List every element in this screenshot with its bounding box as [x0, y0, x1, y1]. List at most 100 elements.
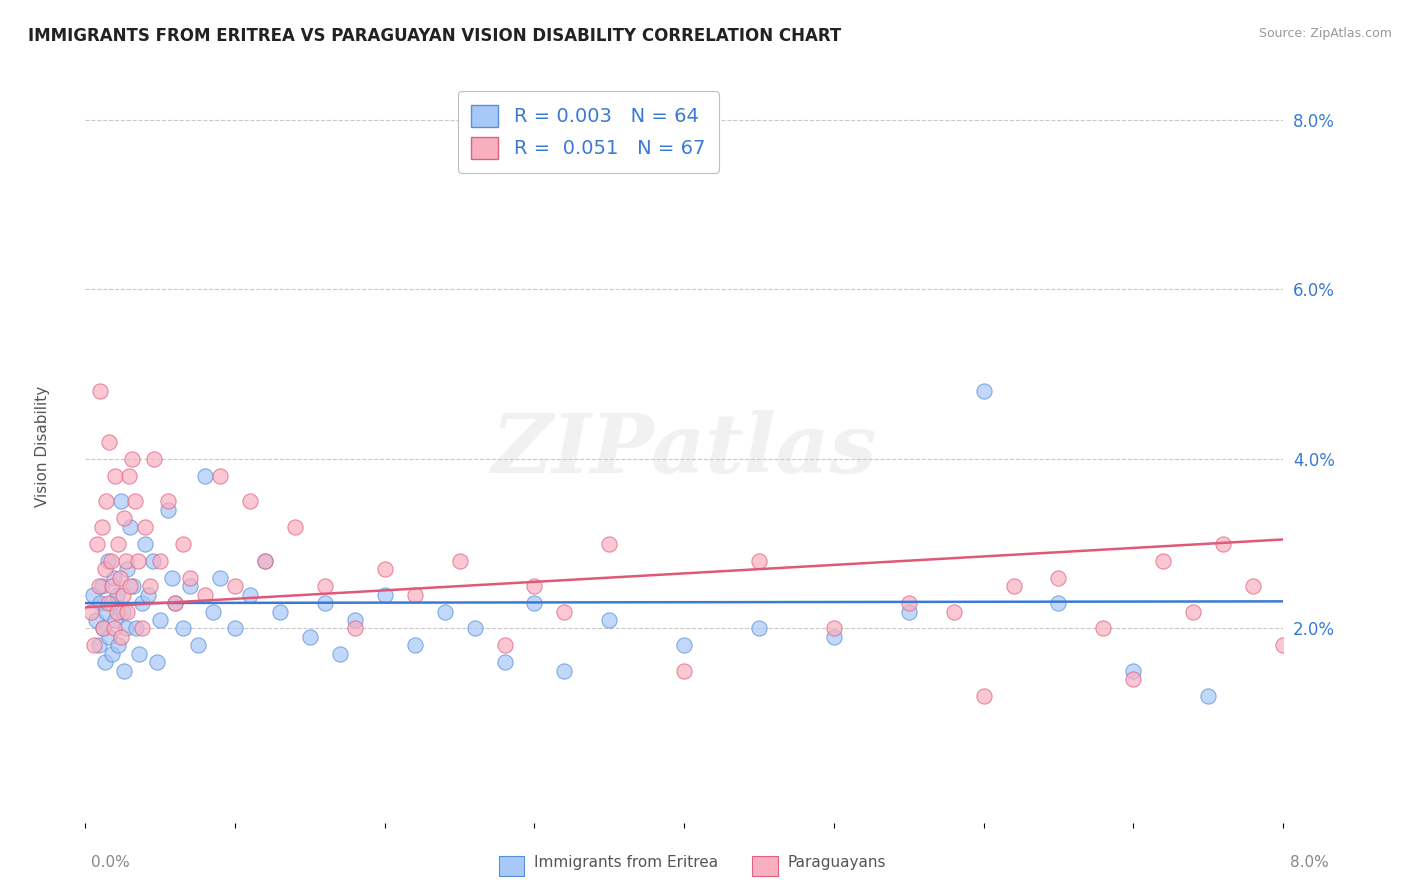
- Point: [449, 554, 471, 568]
- Point: [823, 622, 845, 636]
- Point: [97, 596, 120, 610]
- Point: [84, 613, 107, 627]
- Point: [209, 469, 232, 483]
- Point: [100, 596, 122, 610]
- Point: [374, 562, 396, 576]
- Point: [100, 554, 122, 568]
- Point: [89, 384, 111, 398]
- Point: [553, 605, 575, 619]
- Point: [87, 579, 110, 593]
- Point: [172, 622, 194, 636]
- Point: [107, 639, 129, 653]
- Point: [523, 579, 546, 593]
- Point: [404, 639, 426, 653]
- Point: [105, 588, 128, 602]
- Point: [124, 494, 146, 508]
- Point: [108, 571, 131, 585]
- Point: [134, 537, 156, 551]
- Point: [101, 647, 124, 661]
- Point: [103, 571, 125, 585]
- Point: [239, 494, 262, 508]
- Point: [114, 622, 136, 636]
- Point: [96, 494, 118, 508]
- Point: [127, 554, 149, 568]
- Point: [138, 579, 160, 593]
- Point: [194, 588, 217, 602]
- Point: [83, 639, 105, 653]
- Point: [897, 605, 920, 619]
- Point: [172, 537, 194, 551]
- Point: [107, 537, 129, 551]
- Point: [149, 613, 172, 627]
- Point: [89, 596, 111, 610]
- Point: [748, 554, 770, 568]
- Point: [90, 520, 112, 534]
- Point: [112, 664, 135, 678]
- Point: [239, 588, 262, 602]
- Point: [1092, 622, 1115, 636]
- Point: [156, 494, 179, 508]
- Point: [105, 605, 128, 619]
- Point: [253, 554, 276, 568]
- Point: [87, 639, 110, 653]
- Point: [101, 579, 124, 593]
- Point: [90, 579, 112, 593]
- Point: [165, 596, 187, 610]
- Point: [146, 656, 169, 670]
- Point: [112, 511, 135, 525]
- Point: [179, 571, 201, 585]
- Point: [149, 554, 172, 568]
- Point: [673, 639, 696, 653]
- Point: [973, 690, 995, 704]
- Point: [1002, 579, 1025, 593]
- Point: [1122, 673, 1144, 687]
- Point: [343, 613, 366, 627]
- Point: [179, 579, 201, 593]
- Point: [523, 596, 546, 610]
- Point: [104, 469, 127, 483]
- Point: [104, 613, 127, 627]
- Point: [404, 588, 426, 602]
- Point: [82, 588, 104, 602]
- Point: [120, 520, 142, 534]
- Point: [224, 622, 246, 636]
- Point: [94, 562, 117, 576]
- Point: [115, 562, 138, 576]
- Point: [374, 588, 396, 602]
- Point: [1152, 554, 1174, 568]
- Point: [1122, 664, 1144, 678]
- Point: [314, 579, 336, 593]
- Point: [1212, 537, 1234, 551]
- Point: [598, 537, 620, 551]
- Point: [156, 503, 179, 517]
- Point: [553, 664, 575, 678]
- Point: [314, 596, 336, 610]
- Point: [115, 605, 138, 619]
- Point: [201, 605, 224, 619]
- Point: [598, 613, 620, 627]
- Point: [748, 622, 770, 636]
- Point: [134, 520, 156, 534]
- Point: [1047, 596, 1070, 610]
- Point: [1197, 690, 1219, 704]
- Text: IMMIGRANTS FROM ERITREA VS PARAGUAYAN VISION DISABILITY CORRELATION CHART: IMMIGRANTS FROM ERITREA VS PARAGUAYAN VI…: [28, 27, 841, 45]
- Point: [343, 622, 366, 636]
- Point: [494, 656, 516, 670]
- Text: ZIPatlas: ZIPatlas: [492, 410, 877, 491]
- Point: [494, 639, 516, 653]
- Point: [121, 452, 143, 467]
- Point: [98, 630, 121, 644]
- Point: [103, 622, 125, 636]
- Point: [91, 622, 114, 636]
- Point: [897, 596, 920, 610]
- Point: [160, 571, 183, 585]
- Point: [253, 554, 276, 568]
- Point: [96, 605, 118, 619]
- Point: [118, 469, 141, 483]
- Point: [143, 452, 166, 467]
- Text: Paraguayans: Paraguayans: [787, 855, 886, 870]
- Point: [111, 605, 134, 619]
- Point: [298, 630, 321, 644]
- Text: Immigrants from Eritrea: Immigrants from Eritrea: [534, 855, 718, 870]
- Point: [187, 639, 209, 653]
